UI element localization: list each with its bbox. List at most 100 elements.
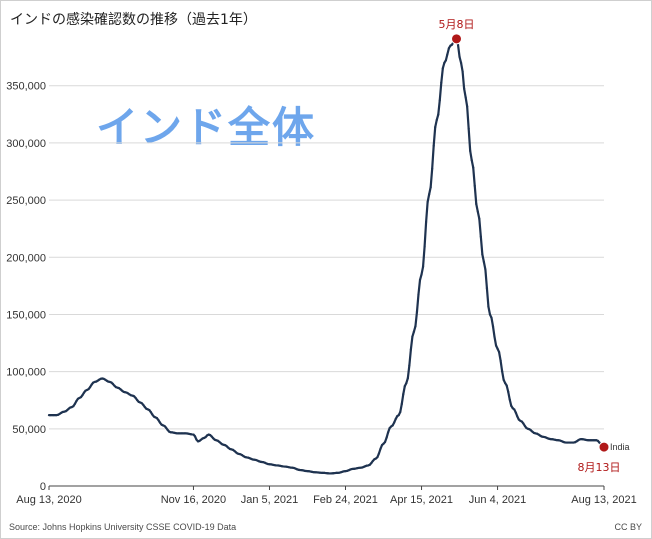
data-point: [110, 381, 113, 384]
data-point: [225, 445, 228, 448]
y-tick-label: 200,000: [6, 252, 46, 264]
data-point: [496, 347, 499, 350]
data-point: [444, 59, 447, 62]
data-point: [409, 348, 412, 351]
data-point: [82, 391, 86, 394]
data-point: [148, 409, 151, 412]
data-point: [569, 441, 572, 444]
data-point: [224, 444, 227, 447]
annotation-label: 5月8日: [439, 18, 475, 31]
data-point: [119, 388, 122, 391]
data-point: [476, 210, 479, 213]
data-point: [494, 344, 498, 347]
data-point: [371, 459, 374, 463]
data-point: [469, 149, 472, 152]
data-point: [425, 220, 428, 224]
data-point: [517, 418, 520, 421]
data-point: [458, 55, 461, 58]
data-point: [417, 293, 420, 296]
data-point: [508, 398, 511, 401]
data-point: [431, 167, 434, 170]
data-point: [374, 457, 378, 460]
data-point: [81, 394, 84, 397]
data-point: [386, 431, 390, 434]
data-point: [420, 273, 423, 276]
data-point: [88, 386, 92, 389]
data-point: [432, 144, 435, 147]
data-point: [79, 396, 83, 399]
data-point: [466, 105, 469, 108]
data-point: [587, 439, 590, 442]
data-point: [210, 435, 213, 438]
data-point: [528, 428, 531, 431]
data-point: [67, 407, 70, 410]
data-point: [529, 429, 533, 432]
data-point: [192, 433, 195, 436]
data-point: [117, 386, 121, 390]
data-point: [467, 127, 470, 130]
watermark-label: インド全体: [96, 103, 317, 152]
data-point: [368, 463, 371, 466]
data-point: [490, 316, 493, 319]
data-point: [50, 414, 54, 417]
data-point: [446, 53, 449, 56]
data-point: [73, 402, 76, 406]
data-point: [501, 370, 504, 373]
data-point: [377, 452, 381, 455]
data-point: [72, 405, 75, 408]
data-point: [463, 87, 466, 90]
data-point: [456, 43, 460, 46]
data-point: [406, 377, 409, 380]
data-point: [397, 414, 400, 417]
data-point: [177, 432, 180, 435]
data-point: [567, 441, 571, 444]
data-point: [405, 381, 408, 385]
chart-title: インドの感染確認数の推移（過去1年）: [10, 12, 257, 28]
data-point: [403, 385, 406, 388]
data-point: [505, 384, 508, 387]
data-point: [216, 439, 219, 442]
data-point: [504, 381, 507, 385]
data-point: [393, 421, 396, 424]
data-point: [592, 439, 595, 442]
data-point: [53, 414, 57, 417]
data-point: [64, 410, 67, 413]
data-point: [435, 118, 438, 122]
y-tick-label: 350,000: [6, 81, 46, 93]
highlight-marker: [598, 441, 610, 453]
data-point: [412, 330, 416, 333]
data-point: [479, 235, 482, 238]
data-point: [227, 446, 230, 449]
data-point: [52, 414, 55, 417]
y-tick-label: 250,000: [6, 195, 46, 207]
data-point: [516, 415, 519, 418]
data-point: [491, 325, 495, 328]
data-point: [514, 411, 517, 414]
data-point: [136, 399, 139, 402]
data-point: [450, 43, 454, 46]
data-point: [212, 437, 215, 440]
data-point: [198, 439, 201, 442]
data-point: [447, 47, 450, 50]
data-point: [120, 389, 124, 392]
data-point: [379, 447, 382, 450]
axis-layer: 0 50,000 100,000 150,000 200,000 250,000 300,0…: [6, 81, 636, 506]
data-point: [475, 202, 478, 206]
data-point: [166, 428, 169, 431]
license-note: CC BY: [614, 522, 642, 532]
data-point: [181, 432, 184, 435]
data-point: [441, 67, 444, 70]
data-point: [459, 61, 463, 64]
data-point: [593, 439, 596, 442]
data-point: [385, 436, 388, 439]
data-point: [507, 390, 510, 393]
data-point: [438, 99, 441, 102]
data-point: [421, 265, 425, 268]
data-point: [382, 442, 385, 445]
data-point: [209, 433, 212, 437]
data-point: [482, 260, 485, 263]
grid-layer: [49, 85, 604, 430]
data-point: [484, 268, 487, 271]
x-tick-label: Nov 16, 2020: [161, 494, 226, 506]
